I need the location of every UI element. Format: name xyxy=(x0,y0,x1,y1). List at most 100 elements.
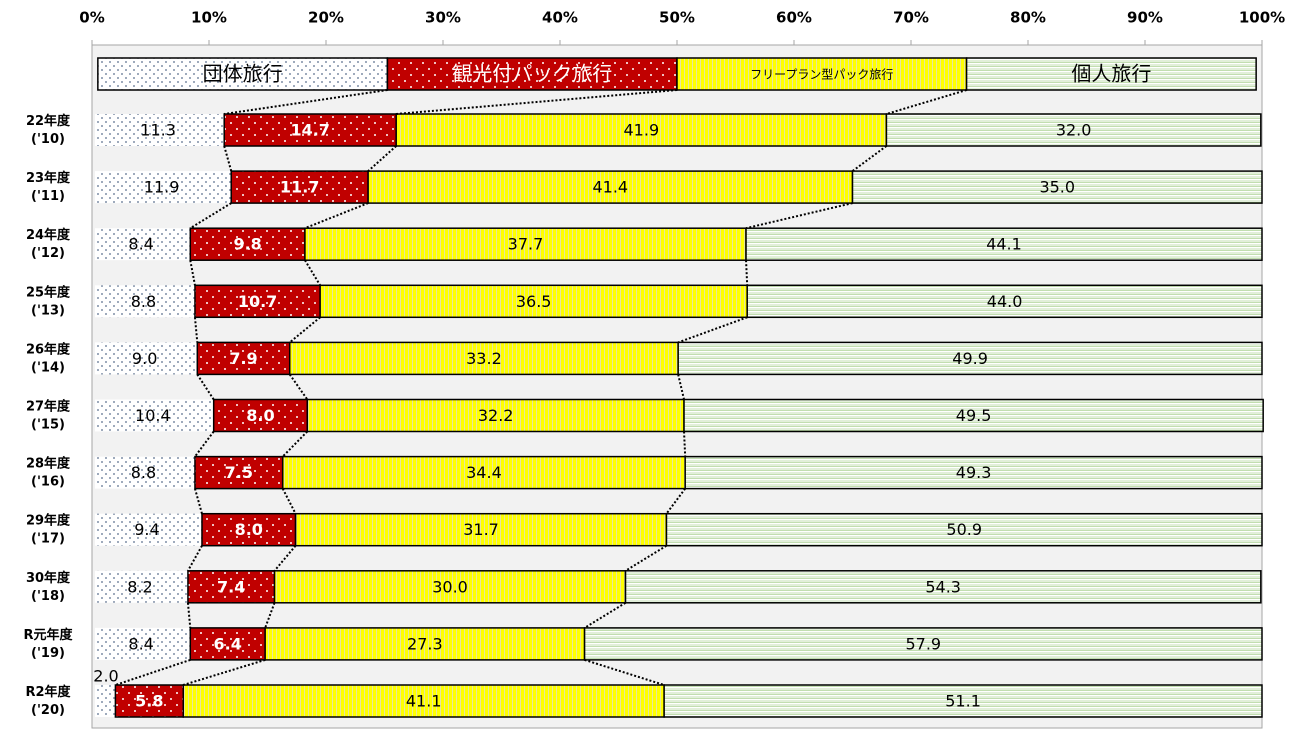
connector xyxy=(683,431,687,457)
bar-segment xyxy=(395,113,888,147)
data-label: 41.1 xyxy=(406,692,442,711)
bar-segment xyxy=(665,512,1263,547)
x-tick-label: 60% xyxy=(776,9,812,27)
x-tick-label: 0% xyxy=(79,9,104,27)
data-label: 54.3 xyxy=(925,577,961,596)
y-tick-label: 22年度('10) xyxy=(26,113,71,147)
data-label: 44.0 xyxy=(987,292,1023,311)
data-label: 41.4 xyxy=(592,178,628,197)
legend-swatch xyxy=(965,57,1257,91)
data-label: 10.7 xyxy=(238,292,277,311)
x-tick-label: 100% xyxy=(1239,9,1285,27)
plot-area xyxy=(91,44,1263,729)
bar-segment xyxy=(95,685,116,717)
legend-label: 団体旅行 xyxy=(203,62,283,86)
connector xyxy=(189,260,196,286)
data-label: 6.4 xyxy=(214,634,242,653)
legend-swatch xyxy=(97,57,389,91)
legend-label: 個人旅行 xyxy=(1071,62,1151,86)
connector xyxy=(304,202,369,230)
data-label: 9.4 xyxy=(134,520,159,539)
data-label: 33.2 xyxy=(466,349,502,368)
data-label: 51.1 xyxy=(945,692,981,711)
bar-segment xyxy=(95,456,195,489)
data-label: 44.1 xyxy=(986,235,1022,254)
data-label: 34.4 xyxy=(466,463,502,482)
bar-segment xyxy=(583,627,1263,661)
bar-segment xyxy=(114,684,185,718)
data-label: 9.8 xyxy=(233,235,261,254)
data-label: 49.9 xyxy=(952,349,988,368)
connector xyxy=(677,316,748,344)
data-label: 57.9 xyxy=(905,634,941,653)
data-label: 2.0 xyxy=(93,667,118,686)
connector xyxy=(186,602,192,628)
connector xyxy=(304,259,322,286)
bar-segment xyxy=(95,342,198,375)
bar-segment xyxy=(95,171,232,204)
bar-segment xyxy=(212,398,309,433)
y-tick-label: 26年度('14) xyxy=(26,341,71,375)
x-tick-label: 80% xyxy=(1010,9,1046,27)
bar-segment xyxy=(95,570,188,603)
bar-segment xyxy=(745,227,1263,261)
connector xyxy=(224,89,388,115)
bar-segment xyxy=(196,341,291,376)
bar-segment xyxy=(683,398,1264,433)
connector xyxy=(396,89,678,115)
bar-segment xyxy=(677,341,1263,376)
connector xyxy=(264,602,276,629)
connector xyxy=(189,202,232,230)
connector xyxy=(273,545,297,572)
bar-segment xyxy=(264,627,586,661)
bar-segment xyxy=(189,227,306,261)
connector xyxy=(223,145,233,172)
y-tick-label: 25年度('13) xyxy=(26,284,71,318)
y-tick-label: 30年度('18) xyxy=(26,569,71,603)
data-label: 10.4 xyxy=(135,406,171,425)
connector xyxy=(194,430,215,458)
connector xyxy=(677,374,685,400)
connector xyxy=(193,488,203,514)
x-tick-label: 10% xyxy=(191,9,227,27)
y-tick-label: 29年度('17) xyxy=(26,512,71,546)
connector xyxy=(851,145,888,172)
data-label: 8.0 xyxy=(235,520,263,539)
connector xyxy=(584,601,627,629)
data-label: 11.9 xyxy=(144,178,180,197)
connector xyxy=(281,430,308,458)
bar-segment xyxy=(304,227,747,261)
bar-segment xyxy=(624,570,1262,604)
data-label: 8.4 xyxy=(128,634,153,653)
data-label: 11.7 xyxy=(280,178,319,197)
legend-label: フリープラン型パック旅行 xyxy=(750,68,893,82)
bar-segment xyxy=(663,684,1263,718)
data-label: 31.7 xyxy=(463,520,499,539)
bar-segment xyxy=(95,285,195,318)
bar-segment xyxy=(95,114,225,146)
data-label: 8.8 xyxy=(131,292,156,311)
bar-segment xyxy=(684,455,1263,490)
data-label: 14.7 xyxy=(290,121,329,140)
connector xyxy=(624,544,667,572)
bar-segment xyxy=(851,170,1263,204)
y-tick-label: 23年度('11) xyxy=(26,170,71,204)
connector xyxy=(281,488,297,515)
bar-segment xyxy=(885,113,1262,147)
bar-segment xyxy=(230,170,369,204)
connector xyxy=(187,545,203,572)
data-label: 37.7 xyxy=(508,235,544,254)
connector xyxy=(665,488,686,515)
y-tick-label: 24年度('12) xyxy=(26,227,71,261)
y-tick-label: 28年度('16) xyxy=(26,455,71,489)
y-tick-label: 27年度('15) xyxy=(26,398,71,432)
data-label: 11.3 xyxy=(140,121,176,140)
bar-segment xyxy=(201,512,297,547)
bar-segment xyxy=(288,341,679,376)
data-label: 7.5 xyxy=(225,463,253,482)
data-label: 8.2 xyxy=(127,577,152,596)
bar-segment xyxy=(306,398,685,433)
connector xyxy=(193,317,199,343)
data-label: 7.9 xyxy=(229,349,257,368)
data-label: 32.0 xyxy=(1056,121,1092,140)
